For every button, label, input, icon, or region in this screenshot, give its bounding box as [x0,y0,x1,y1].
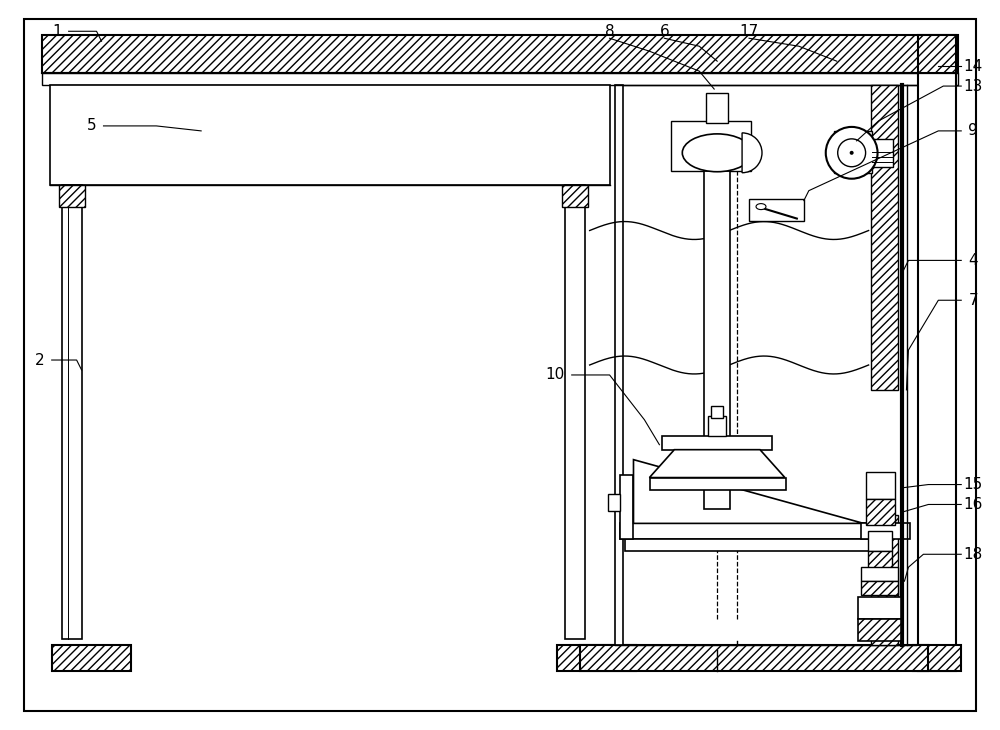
Bar [662,436,772,450]
Text: 13: 13 [964,79,983,93]
Bar [59,185,85,207]
Bar [50,85,610,185]
Text: 14: 14 [964,58,983,74]
Bar [858,597,901,619]
Wedge shape [742,133,762,173]
Text: 5: 5 [87,118,96,134]
Bar [866,472,895,499]
Text: 2: 2 [35,353,45,367]
Bar [866,499,895,526]
Text: 18: 18 [964,547,983,562]
Bar [557,645,636,671]
Bar [704,171,730,510]
Bar [711,406,723,418]
Bar [861,567,898,581]
Text: 7: 7 [968,293,978,308]
Bar [42,73,958,85]
Text: 15: 15 [964,477,983,492]
Bar [872,139,893,166]
Bar [608,493,620,512]
Bar [62,185,82,639]
Text: 8: 8 [605,24,614,39]
Polygon shape [649,450,785,477]
Bar [858,619,901,641]
Bar [871,85,898,390]
Bar [565,185,585,639]
Bar [562,185,588,207]
Circle shape [826,127,878,179]
Circle shape [850,151,854,155]
Bar [918,73,956,671]
Bar [868,551,892,569]
Bar [650,477,786,490]
Bar [868,531,892,551]
Bar [580,645,928,671]
Bar [671,121,751,171]
Bar [871,515,898,645]
Bar [913,645,961,671]
Bar [861,581,898,595]
Bar [42,35,958,73]
Bar [615,85,623,645]
Ellipse shape [682,134,752,172]
Text: 17: 17 [739,24,759,39]
Bar [625,539,869,551]
Bar [708,416,726,436]
Text: 10: 10 [545,367,564,383]
Ellipse shape [756,204,766,210]
Text: 4: 4 [968,253,978,268]
Bar [834,131,872,173]
Bar [620,474,633,539]
Bar [620,523,869,539]
Bar [52,645,131,671]
Polygon shape [633,460,864,523]
Bar [861,523,910,539]
Bar [749,199,804,220]
Text: 16: 16 [964,497,983,512]
Text: 6: 6 [659,24,669,39]
Text: 9: 9 [968,123,978,139]
Bar [918,35,956,73]
Bar [706,93,728,123]
Text: 1: 1 [52,24,62,39]
